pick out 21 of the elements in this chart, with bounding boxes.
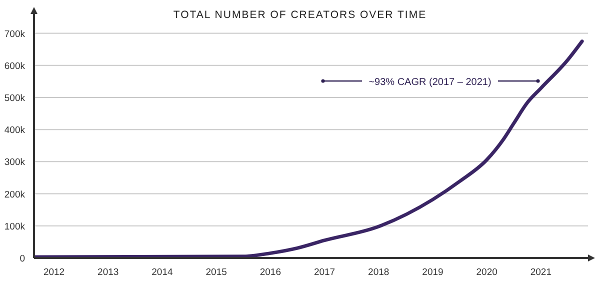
x-tick-label: 2021	[530, 267, 552, 278]
y-tick-label: 600k	[4, 60, 26, 72]
x-tick-label: 2018	[368, 267, 390, 278]
annotation: ~93% CAGR (2017 – 2021)	[368, 77, 492, 88]
x-tick-label: 2016	[260, 267, 281, 278]
x-tick-label: 2019	[422, 267, 444, 278]
x-tick-label: 2015	[206, 267, 227, 278]
x-tick-label: 2012	[43, 267, 65, 278]
x-tick-label: 2014	[152, 267, 173, 278]
y-tick-label: 200k	[4, 189, 26, 200]
y-tick-label: 300k	[4, 157, 26, 168]
y-tick-label: 400k	[4, 125, 26, 136]
x-tick-label: 2013	[98, 267, 119, 278]
chart-title: TOTAL NUMBER OF CREATORS OVER TIME	[173, 9, 427, 21]
y-tick-label: 500k	[4, 92, 26, 104]
x-tick-label: 2020	[476, 267, 498, 278]
y-tick-label: 700k	[4, 28, 26, 40]
y-tick-label: 0	[20, 254, 25, 264]
x-tick-label: 2017	[314, 267, 336, 278]
line-series	[33, 40, 584, 259]
y-tick-label: 100k	[4, 221, 26, 232]
